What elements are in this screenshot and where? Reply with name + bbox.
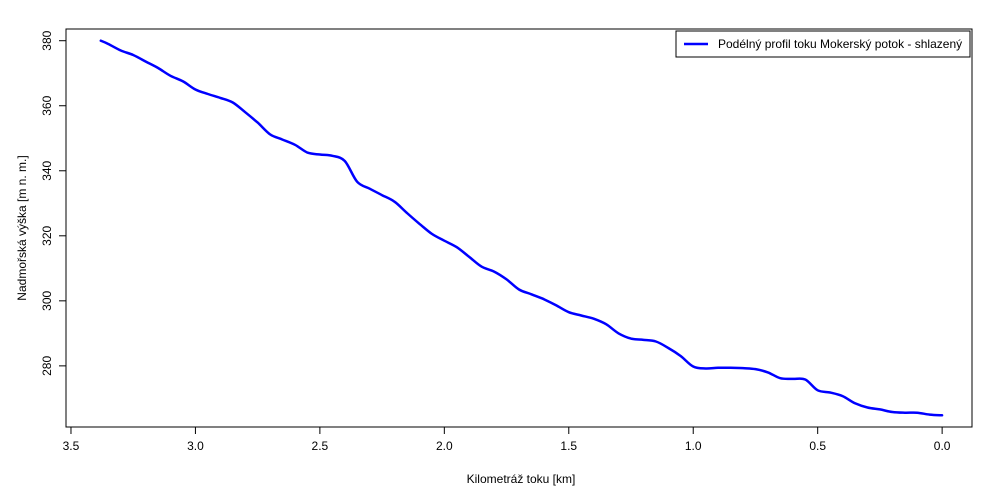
y-tick-label: 340 bbox=[40, 160, 54, 180]
x-tick-label: 0.5 bbox=[809, 439, 826, 453]
x-axis-label: Kilometráž toku [km] bbox=[467, 472, 576, 486]
y-tick-label: 280 bbox=[40, 356, 54, 376]
x-tick-label: 3.0 bbox=[187, 439, 204, 453]
series-layer bbox=[99, 39, 944, 417]
x-tick-label: 2.5 bbox=[312, 439, 329, 453]
x-tick-label: 1.0 bbox=[685, 439, 702, 453]
y-axis-label: Nadmořská výška [m n. m.] bbox=[15, 155, 29, 300]
x-tick-label: 1.5 bbox=[560, 439, 577, 453]
y-tick-label: 300 bbox=[40, 291, 54, 311]
legend-label: Podélný profil toku Mokerský potok - shl… bbox=[718, 37, 962, 51]
x-tick-label: 2.0 bbox=[436, 439, 453, 453]
y-axis: 280 300 320 340 360 380 bbox=[40, 30, 67, 376]
series-line bbox=[99, 39, 944, 417]
legend-box bbox=[675, 30, 971, 58]
y-tick-label: 360 bbox=[40, 95, 54, 115]
x-axis: 3.5 3.0 2.5 2.0 1.5 1.0 0.5 0.0 bbox=[63, 426, 951, 453]
x-tick-label: 3.5 bbox=[63, 439, 80, 453]
legend: Podélný profil toku Mokerský potok - shl… bbox=[675, 30, 971, 58]
x-tick-label: 0.0 bbox=[934, 439, 951, 453]
y-tick-label: 380 bbox=[40, 30, 54, 50]
plot-frame bbox=[65, 28, 973, 428]
y-tick-label: 320 bbox=[40, 225, 54, 245]
